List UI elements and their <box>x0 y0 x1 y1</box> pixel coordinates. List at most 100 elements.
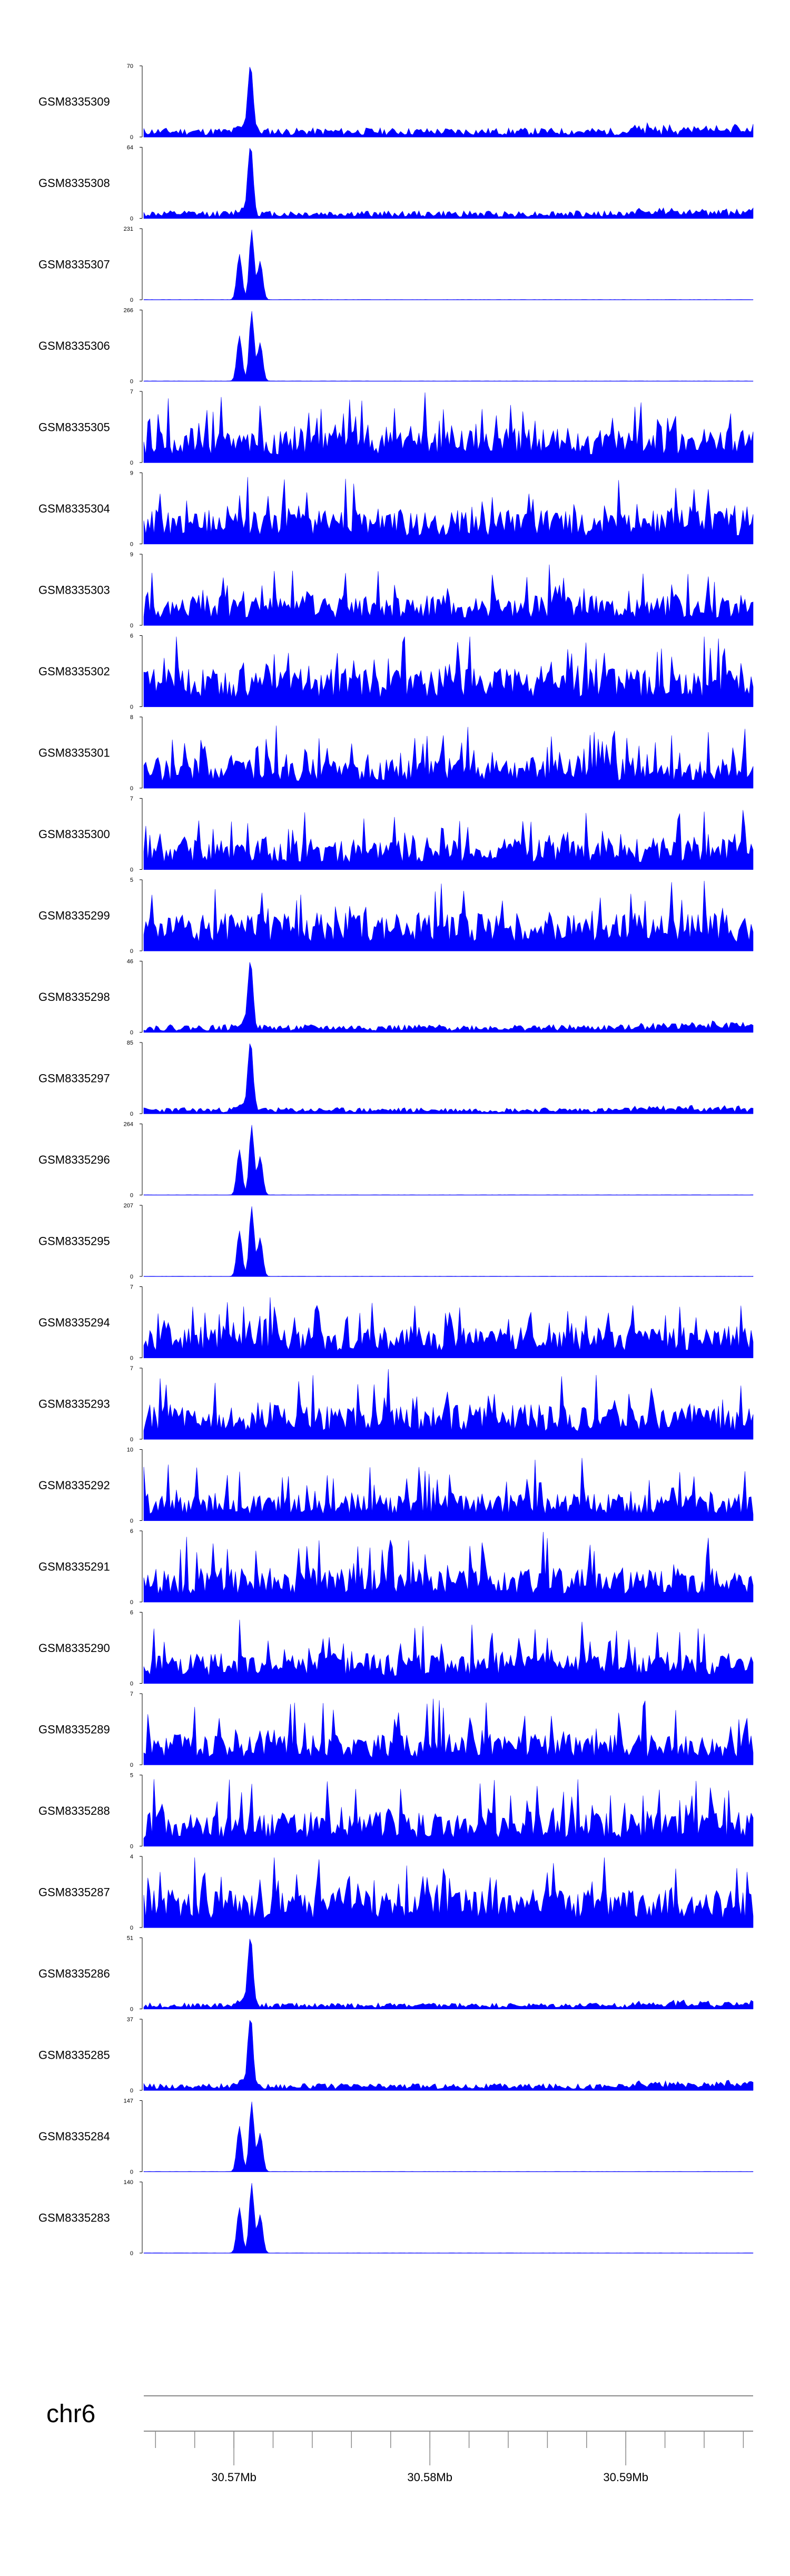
track-gsm8335297: GSM8335297 85 0 <box>38 1040 754 1117</box>
signal-area <box>143 1939 754 2009</box>
signal-area <box>143 1369 754 1440</box>
signal-area <box>143 477 754 544</box>
signal-area <box>143 1857 754 1928</box>
signal-area <box>143 392 754 463</box>
track-label: GSM8335309 <box>38 95 110 109</box>
track-gsm8335305: GSM8335305 7 0 <box>38 389 754 466</box>
y-max-label: 207 <box>124 1203 133 1209</box>
y-max-label: 46 <box>127 959 133 965</box>
track-label: GSM8335292 <box>38 1479 110 1492</box>
chromosome-label: chr6 <box>46 2400 95 2428</box>
y-max-label: 147 <box>124 2098 133 2105</box>
y-max-label: 70 <box>127 63 133 70</box>
y-min-label: 0 <box>130 1355 133 1362</box>
y-min-label: 0 <box>130 1437 133 1443</box>
track-gsm8335292: GSM8335292 10 0 <box>38 1447 754 1525</box>
signal-area <box>143 1206 754 1277</box>
signal-area <box>143 810 754 870</box>
y-max-label: 7 <box>130 1691 133 1697</box>
y-min-label: 0 <box>130 1681 133 1687</box>
signal-area <box>143 636 754 707</box>
track-gsm8335299: GSM8335299 5 0 <box>38 877 754 955</box>
track-gsm8335306: GSM8335306 266 0 <box>38 308 754 385</box>
track-gsm8335290: GSM8335290 6 0 <box>38 1610 754 1687</box>
signal-area <box>143 2182 754 2254</box>
y-min-label: 0 <box>130 785 133 792</box>
track-gsm8335308: GSM8335308 64 0 <box>38 145 754 222</box>
y-min-label: 0 <box>130 1844 133 1850</box>
y-max-label: 9 <box>130 552 133 558</box>
track-gsm8335294: GSM8335294 7 0 <box>38 1284 754 1362</box>
track-label: GSM8335308 <box>38 176 110 190</box>
y-max-label: 231 <box>124 226 133 232</box>
track-gsm8335286: GSM8335286 51 0 <box>38 1935 754 2013</box>
signal-area <box>143 2101 754 2172</box>
y-max-label: 264 <box>124 1122 133 1128</box>
track-label: GSM8335307 <box>38 258 110 271</box>
signal-area <box>143 1297 754 1358</box>
y-max-label: 9 <box>130 470 133 477</box>
track-label: GSM8335302 <box>38 665 110 678</box>
tick-label: 30.58Mb <box>407 2471 452 2484</box>
signal-area <box>143 962 754 1033</box>
track-label: GSM8335298 <box>38 990 110 1004</box>
y-min-label: 0 <box>130 2250 133 2257</box>
track-label: GSM8335289 <box>38 1723 110 1736</box>
track-label: GSM8335304 <box>38 502 110 515</box>
tick-label: 30.57Mb <box>211 2471 256 2484</box>
y-max-label: 6 <box>130 1528 133 1535</box>
y-min-label: 0 <box>130 1030 133 1036</box>
y-max-label: 7 <box>130 796 133 802</box>
y-min-label: 0 <box>130 1518 133 1525</box>
y-max-label: 7 <box>130 389 133 395</box>
y-max-label: 140 <box>124 2179 133 2186</box>
y-max-label: 4 <box>130 1854 133 1860</box>
track-gsm8335304: GSM8335304 9 0 <box>38 470 754 548</box>
y-min-label: 0 <box>130 1762 133 1768</box>
signal-area <box>143 311 754 381</box>
y-min-label: 0 <box>130 379 133 385</box>
track-gsm8335303: GSM8335303 9 0 <box>38 552 754 629</box>
y-min-label: 0 <box>130 1274 133 1280</box>
y-min-label: 0 <box>130 2088 133 2094</box>
track-gsm8335295: GSM8335295 207 0 <box>38 1203 754 1280</box>
signal-area <box>143 564 754 626</box>
chromosome-axis: chr6 30.57Mb 30.58Mb 30.59Mb <box>46 2395 753 2484</box>
y-min-label: 0 <box>130 1925 133 1931</box>
tracks-layer: GSM8335309700GSM8335308640GSM83353072310… <box>38 63 754 2257</box>
y-max-label: 10 <box>127 1447 133 1453</box>
tick-label: 30.59Mb <box>603 2471 648 2484</box>
signal-area <box>143 2020 754 2091</box>
y-max-label: 85 <box>127 1040 133 1046</box>
track-label: GSM8335306 <box>38 339 110 352</box>
track-label: GSM8335291 <box>38 1560 110 1574</box>
track-label: GSM8335284 <box>38 2130 110 2143</box>
y-max-label: 64 <box>127 145 133 151</box>
y-max-label: 5 <box>130 1773 133 1779</box>
track-label: GSM8335287 <box>38 1886 110 1899</box>
track-gsm8335284: GSM8335284 147 0 <box>38 2098 754 2176</box>
y-max-label: 7 <box>130 1365 133 1372</box>
signal-area <box>143 1458 754 1521</box>
axis-ticks: 30.57Mb 30.58Mb 30.59Mb <box>155 2431 744 2484</box>
y-min-label: 0 <box>130 1599 133 1606</box>
track-label: GSM8335296 <box>38 1153 110 1166</box>
signal-area <box>143 1043 754 1114</box>
y-min-label: 0 <box>130 297 133 303</box>
y-max-label: 37 <box>127 2017 133 2023</box>
signal-area <box>143 148 754 219</box>
track-label: GSM8335297 <box>38 1072 110 1085</box>
track-label: GSM8335300 <box>38 828 110 841</box>
signal-area <box>143 1531 754 1602</box>
y-max-label: 5 <box>130 877 133 883</box>
track-label: GSM8335290 <box>38 1641 110 1655</box>
track-label: GSM8335283 <box>38 2211 110 2225</box>
signal-area <box>143 1779 754 1846</box>
track-gsm8335300: GSM8335300 7 0 <box>38 796 754 873</box>
y-max-label: 6 <box>130 633 133 640</box>
track-gsm8335298: GSM8335298 46 0 <box>38 959 754 1036</box>
track-gsm8335296: GSM8335296 264 0 <box>38 1122 754 1199</box>
y-max-label: 51 <box>127 1935 133 1942</box>
track-gsm8335301: GSM8335301 8 0 <box>38 714 754 792</box>
